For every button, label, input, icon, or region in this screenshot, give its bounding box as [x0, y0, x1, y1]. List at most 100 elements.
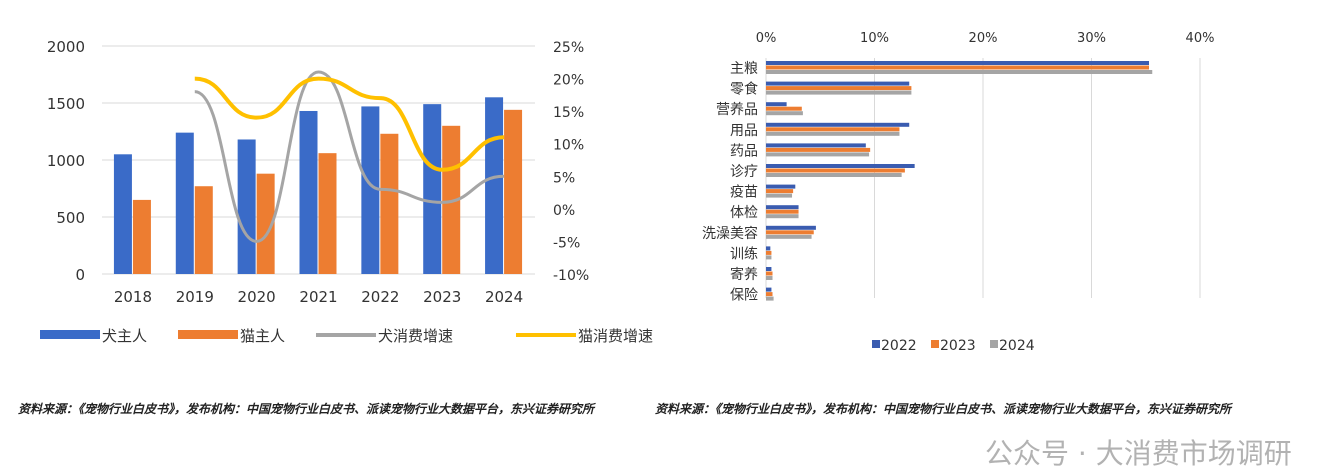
- x-tick-label: 20%: [969, 31, 998, 46]
- source-note-right: 资料来源：《宠物行业白皮书》，发布机构：中国宠物行业白皮书、派读宠物行业大数据平…: [655, 402, 1232, 416]
- bar-2023: [766, 127, 900, 132]
- x-tick-label: 2020: [238, 288, 276, 306]
- legend-swatch: [931, 340, 939, 348]
- legend-label: 犬消费增速: [378, 327, 453, 345]
- y-tick-label: 1000: [47, 152, 85, 170]
- category-label: 体检: [730, 205, 758, 221]
- bar-2023: [766, 271, 773, 276]
- bar-2024: [766, 152, 870, 157]
- legend-label: 2024: [999, 338, 1035, 354]
- legend-swatch: [990, 340, 998, 348]
- bar-犬主人: [113, 154, 132, 274]
- bar-2023: [766, 168, 905, 173]
- legend-label: 犬主人: [102, 327, 147, 345]
- bar-2022: [766, 287, 772, 292]
- y2-tick-label: 0%: [553, 203, 575, 219]
- bar-2024: [766, 90, 912, 95]
- category-label: 疫苗: [730, 185, 758, 201]
- bar-犬主人: [423, 104, 442, 274]
- bar-2024: [766, 296, 774, 301]
- bar-犬主人: [299, 110, 318, 274]
- line-猫消费增速: [194, 76, 505, 172]
- x-tick-label: 2022: [361, 288, 399, 306]
- x-tick-label: 40%: [1186, 31, 1215, 46]
- bar-猫主人: [132, 199, 151, 274]
- bar-2022: [766, 61, 1150, 65]
- category-label: 药品: [730, 143, 758, 159]
- category-label: 零食: [730, 81, 758, 98]
- bar-2024: [766, 234, 812, 239]
- bar-2024: [766, 214, 799, 219]
- x-tick-label: 30%: [1077, 31, 1106, 46]
- category-label: 主粮: [730, 61, 758, 77]
- bar-2024: [766, 131, 900, 136]
- category-label: 保险: [730, 288, 758, 304]
- bar-2023: [766, 189, 794, 194]
- watermark: 公众号 · 大消费市场调研: [985, 437, 1292, 470]
- bar-2023: [766, 147, 871, 152]
- x-tick-label: 2018: [114, 288, 152, 306]
- bar-犬主人: [175, 132, 194, 274]
- y-tick-label: 500: [56, 209, 85, 227]
- bar-2023: [766, 209, 799, 214]
- bar-2022: [766, 267, 772, 271]
- bar-2022: [766, 122, 910, 127]
- bar-2023: [766, 65, 1150, 70]
- bar-2022: [766, 81, 910, 86]
- bar-2024: [766, 193, 793, 198]
- category-label: 洗澡美容: [702, 225, 758, 242]
- bar-犬主人: [237, 139, 256, 274]
- x-tick-label: 2021: [299, 288, 337, 306]
- y2-tick-label: -10%: [553, 268, 589, 284]
- bar-2022: [766, 246, 771, 251]
- bar-猫主人: [504, 109, 523, 274]
- bar-2023: [766, 250, 772, 255]
- source-note-left: 资料来源：《宠物行业白皮书》，发布机构：中国宠物行业白皮书、派读宠物行业大数据平…: [18, 402, 595, 416]
- bar-2023: [766, 86, 912, 91]
- y2-tick-label: 25%: [553, 40, 584, 56]
- y2-tick-label: 15%: [553, 105, 584, 121]
- bar-犬主人: [361, 106, 380, 274]
- legend-swatch: [40, 330, 100, 339]
- category-label: 用品: [730, 123, 758, 139]
- legend-label: 2023: [940, 338, 976, 354]
- bar-猫主人: [442, 125, 461, 274]
- legend-label: 猫消费增速: [578, 327, 653, 345]
- y-tick-label: 2000: [47, 38, 85, 56]
- line-犬消费增速: [194, 70, 505, 243]
- y-tick-label: 1500: [47, 95, 85, 113]
- bar-犬主人: [485, 97, 504, 274]
- bar-2022: [766, 143, 866, 148]
- category-label: 诊疗: [730, 164, 758, 180]
- bar-2022: [766, 102, 787, 107]
- category-label: 寄养: [730, 266, 758, 283]
- bar-猫主人: [256, 173, 275, 274]
- bar-2024: [766, 70, 1153, 74]
- bar-猫主人: [380, 133, 399, 274]
- bar-2023: [766, 106, 802, 111]
- x-tick-label: 2019: [176, 288, 214, 306]
- y-tick-label: 0: [75, 266, 85, 284]
- category-label: 训练: [730, 246, 758, 262]
- bar-2022: [766, 184, 796, 189]
- x-tick-label: 10%: [860, 31, 889, 46]
- y2-tick-label: 5%: [553, 170, 575, 186]
- bar-2023: [766, 292, 773, 297]
- bar-2023: [766, 230, 814, 235]
- y2-tick-label: -5%: [553, 235, 580, 251]
- bar-2024: [766, 173, 902, 177]
- bar-2022: [766, 225, 816, 230]
- y2-tick-label: 10%: [553, 138, 584, 154]
- bar-猫主人: [318, 153, 337, 274]
- legend-label: 2022: [881, 338, 917, 354]
- x-tick-label: 0%: [756, 31, 777, 46]
- bar-2022: [766, 164, 915, 168]
- bar-2024: [766, 255, 772, 260]
- category-label: 营养品: [716, 102, 758, 118]
- legend-swatch: [178, 330, 238, 339]
- y2-tick-label: 20%: [553, 73, 584, 89]
- x-tick-label: 2024: [485, 288, 523, 306]
- legend-label: 猫主人: [240, 327, 285, 345]
- x-tick-label: 2023: [423, 288, 461, 306]
